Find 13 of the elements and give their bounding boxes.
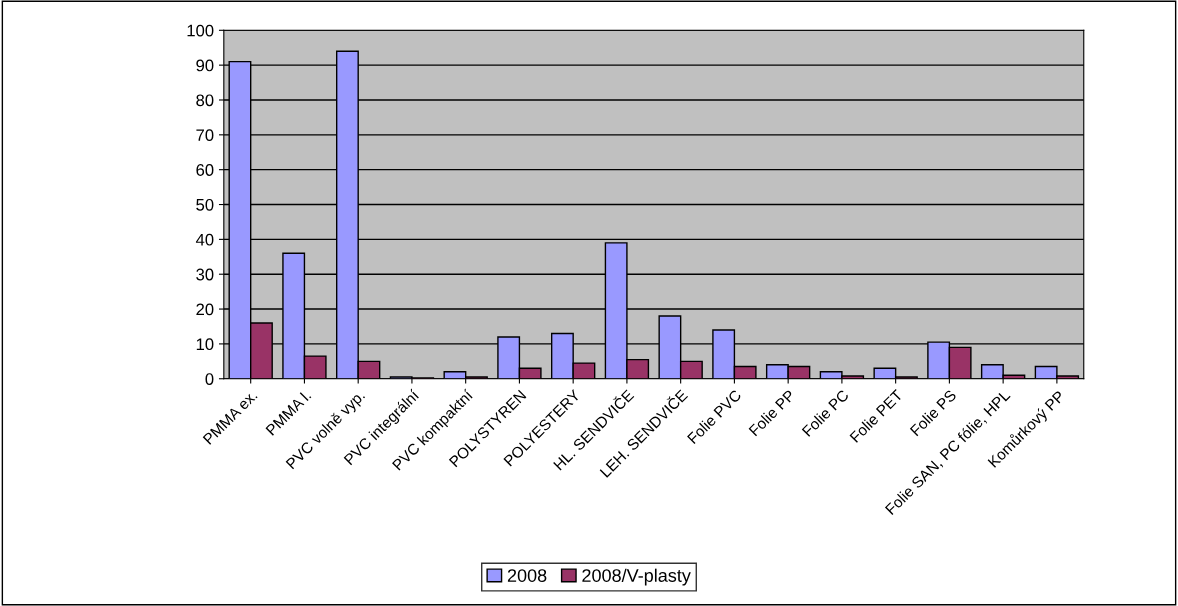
legend-label: 2008 — [507, 569, 547, 582]
y-tick-label: 20 — [196, 303, 214, 316]
y-tick-label: 10 — [196, 338, 214, 351]
legend-label: 2008/V-plasty — [582, 568, 691, 586]
y-tick-label: 70 — [196, 129, 214, 142]
y-tick-label: 100 — [187, 24, 214, 37]
y-tick-label: 30 — [196, 268, 214, 281]
y-tick-label: 0 — [205, 373, 214, 385]
y-tick-label: 90 — [196, 59, 214, 72]
y-tick-label: 80 — [196, 94, 214, 107]
y-tick-label: 40 — [195, 233, 214, 246]
y-tick-label: 60 — [196, 164, 214, 176]
y-tick-label: 50 — [196, 198, 214, 211]
